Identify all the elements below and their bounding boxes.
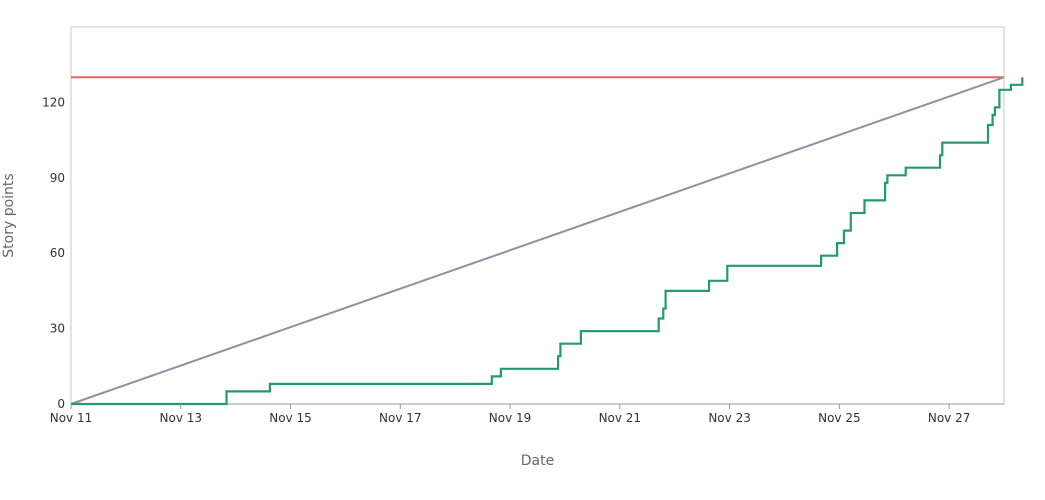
- y-tick-label: 60: [50, 246, 65, 260]
- x-tick-label: Nov 23: [708, 411, 751, 425]
- x-tick-label: Nov 27: [928, 411, 971, 425]
- x-tick-label: Nov 13: [160, 411, 203, 425]
- y-tick-label: 0: [57, 397, 65, 411]
- x-tick-label: Nov 21: [599, 411, 642, 425]
- series-layer: [70, 76, 1024, 406]
- x-tick-label: Nov 15: [269, 411, 312, 425]
- x-axis-ticks: Nov 11 Nov 13 Nov 15 Nov 17 Nov 19 Nov 21 Nov …: [50, 404, 971, 425]
- x-axis-title: Date: [521, 453, 554, 469]
- x-tick-label: Nov 25: [818, 411, 861, 425]
- y-axis-ticks: 0 30 60 90 120: [42, 95, 65, 411]
- y-tick-label: 90: [50, 171, 65, 185]
- plot-border: [70, 26, 1005, 405]
- x-tick-label: Nov 17: [379, 411, 422, 425]
- x-tick-label: Nov 19: [489, 411, 532, 425]
- y-tick-label: 120: [42, 95, 65, 109]
- x-tick-label: Nov 11: [50, 411, 93, 425]
- y-axis-title: Story points: [1, 173, 17, 257]
- series-guideline-line: [70, 76, 1005, 405]
- y-tick-label: 30: [50, 322, 65, 336]
- plot-frame: [70, 26, 1005, 405]
- series-completed-line: [71, 77, 1024, 406]
